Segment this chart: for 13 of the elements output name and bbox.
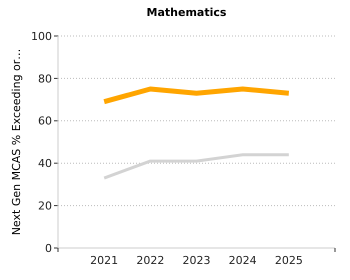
x-tick-label: 2023: [182, 254, 210, 267]
y-tick-label: 60: [38, 114, 52, 128]
x-tick-label: 2024: [228, 254, 257, 267]
y-tick-label: 0: [45, 242, 52, 255]
y-tick-label: 80: [38, 72, 52, 86]
y-tick-label: 40: [38, 157, 52, 170]
x-tick-label: 2022: [136, 254, 164, 267]
y-tick-label: 100: [31, 30, 52, 43]
x-tick-label: 2025: [274, 254, 303, 267]
x-tick-label: 2021: [90, 254, 118, 267]
chart-title: Mathematics: [146, 6, 227, 19]
y-axis-title: Next Gen MCAS % Exceeding or…: [10, 48, 23, 236]
y-tick-label: 20: [38, 199, 52, 212]
